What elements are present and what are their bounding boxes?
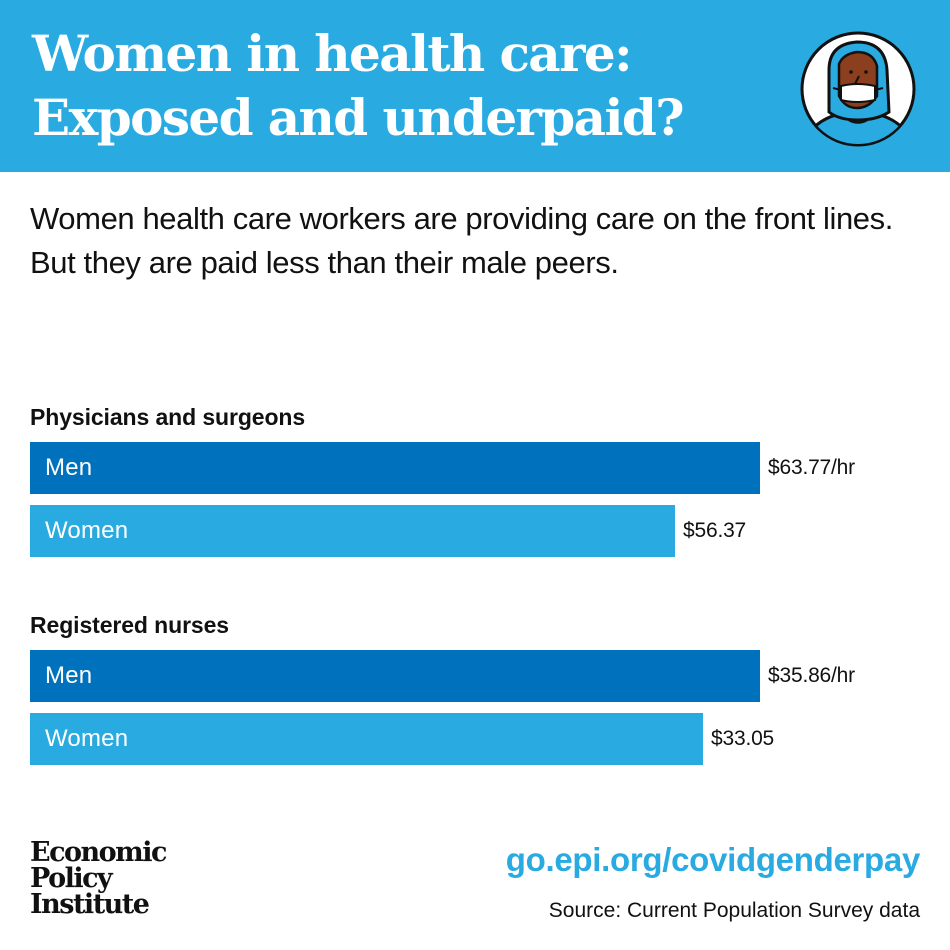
header-banner: Women in health care: Exposed and underp…: [0, 0, 950, 172]
title-line-2: Exposed and underpaid?: [32, 88, 685, 147]
epi-logo: Economic Policy Institute: [30, 837, 167, 920]
bar-nurses-men: Men: [30, 650, 760, 702]
bar-label: Women: [45, 725, 129, 752]
bar-physicians-women: Women: [30, 505, 675, 557]
logo-line-2: Policy: [30, 863, 113, 894]
value-physicians-women: $56.37: [683, 519, 747, 542]
logo-line-3: Institute: [30, 889, 150, 920]
group-label-physicians: Physicians and surgeons: [30, 404, 306, 430]
subtitle: Women health care workers are providing …: [30, 201, 893, 280]
group-label-nurses: Registered nurses: [30, 612, 229, 638]
page-title: Women in health care: Exposed and underp…: [32, 22, 685, 150]
value-nurses-men: $35.86/hr: [768, 664, 855, 687]
title-line-1: Women in health care:: [32, 24, 633, 83]
bar-label: Men: [45, 454, 93, 481]
logo-line-1: Economic: [30, 837, 167, 868]
source-note: Source: Current Population Survey data: [548, 899, 920, 922]
value-physicians-men: $63.77/hr: [768, 456, 855, 479]
bar-label: Women: [45, 517, 129, 544]
masked-health-worker-icon: [800, 31, 916, 147]
bar-physicians-men: Men: [30, 442, 760, 494]
source-url-link[interactable]: go.epi.org/covidgenderpay: [505, 841, 921, 878]
value-nurses-women: $33.05: [711, 727, 775, 750]
bar-nurses-women: Women: [30, 713, 703, 765]
bar-label: Men: [45, 662, 93, 689]
